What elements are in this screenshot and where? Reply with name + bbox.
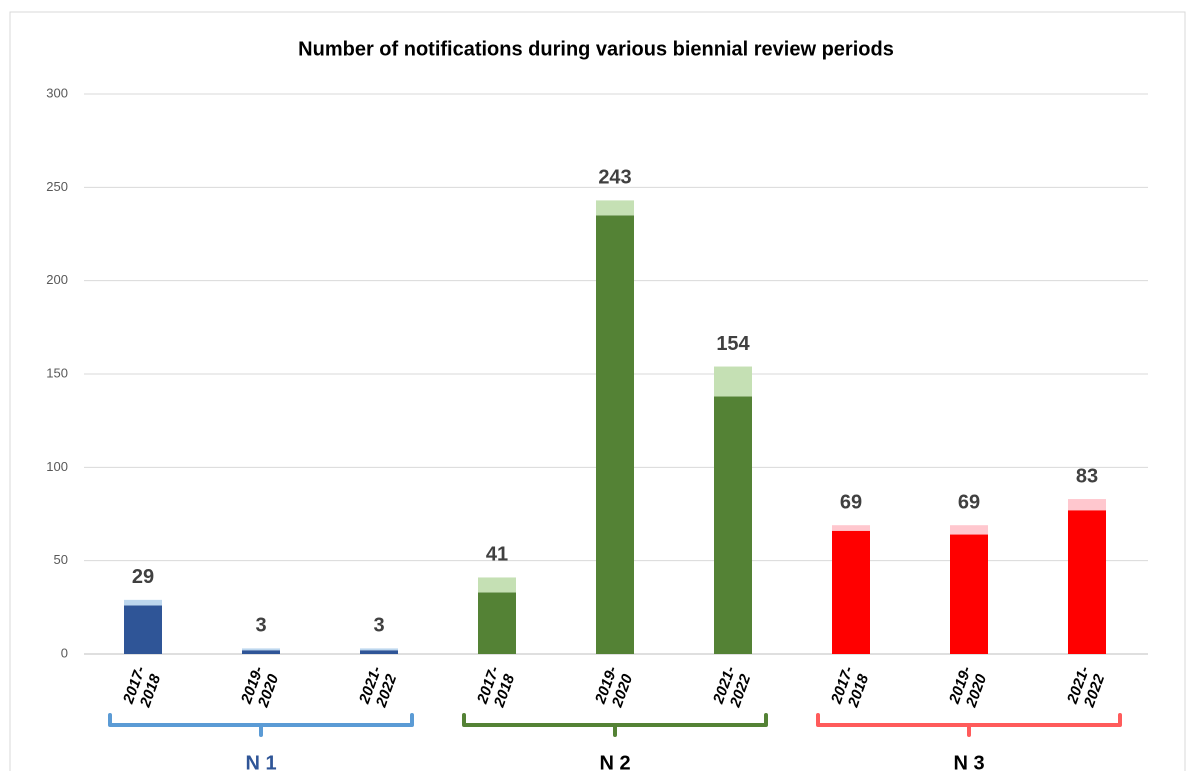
bar-segment [478, 592, 516, 654]
bar-segment [124, 599, 162, 606]
bar-segment [242, 650, 280, 654]
x-tick-label: 2017-2018 [828, 664, 873, 710]
x-tick-label: 2019-2020 [592, 664, 637, 710]
x-tick-label: 2021-2022 [710, 664, 755, 710]
bar-segment [124, 605, 162, 654]
bar-segment [714, 366, 752, 397]
x-tick-label: 2019-2020 [946, 664, 991, 710]
y-tick-label: 150 [46, 365, 68, 380]
data-label: 69 [958, 491, 980, 513]
bar-segment [832, 530, 870, 654]
bar-segment [832, 525, 870, 531]
chart-title: Number of notifications during various b… [298, 38, 894, 60]
group-brace [108, 713, 414, 737]
bar-segment [950, 534, 988, 654]
data-label: 3 [373, 615, 384, 637]
group-brace [462, 713, 768, 737]
bar-segment [242, 648, 280, 651]
bar-segment [596, 200, 634, 216]
data-label: 29 [132, 566, 154, 588]
data-label: 154 [716, 333, 750, 355]
group-label: N 2 [599, 752, 630, 771]
data-label: 83 [1076, 465, 1098, 487]
y-tick-label: 50 [54, 552, 68, 567]
y-tick-label: 300 [46, 85, 68, 100]
bar-segment [596, 215, 634, 655]
bar-segment [478, 577, 516, 593]
data-label: 243 [598, 167, 631, 189]
group-label: N 3 [953, 752, 984, 771]
bar-segment [714, 396, 752, 654]
x-tick-label: 2017-2018 [120, 664, 165, 710]
data-label: 41 [486, 544, 508, 566]
bar-segment [950, 525, 988, 535]
y-tick-label: 100 [46, 459, 68, 474]
bar-segment [1068, 499, 1106, 511]
bar-segment [1068, 510, 1106, 654]
group-brace [816, 713, 1122, 737]
y-tick-label: 200 [46, 272, 68, 287]
group-label: N 1 [245, 752, 276, 771]
y-tick-label: 250 [46, 179, 68, 194]
x-tick-label: 2021-2022 [356, 664, 401, 710]
x-tick-label: 2019-2020 [238, 664, 283, 710]
data-label: 3 [255, 615, 266, 637]
x-tick-label: 2017-2018 [474, 664, 519, 710]
bar-segment [360, 650, 398, 654]
data-label: 69 [840, 491, 862, 513]
y-tick-label: 0 [61, 645, 68, 660]
chart-border [9, 11, 1186, 771]
bar-segment [360, 648, 398, 651]
x-tick-label: 2021-2022 [1064, 664, 1109, 710]
